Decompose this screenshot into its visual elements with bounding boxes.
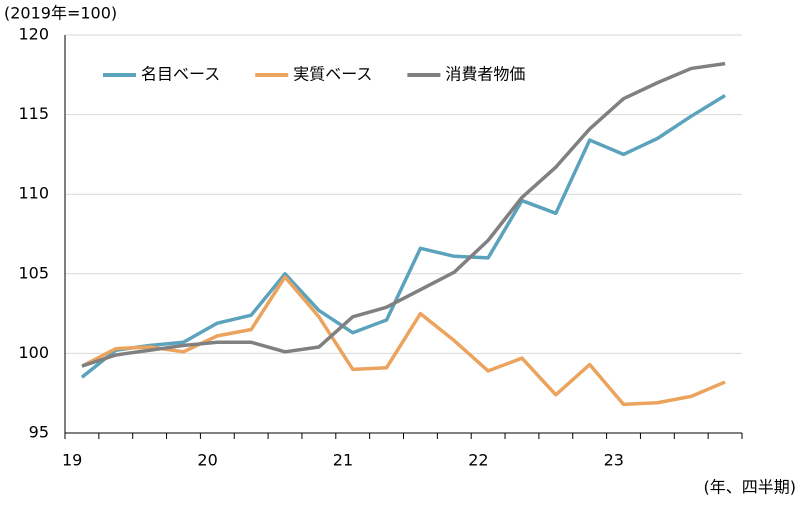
legend-label: 実質ベース	[293, 65, 372, 84]
x-tick-label: 20	[197, 451, 217, 470]
legend-label: 名目ベース	[141, 65, 220, 84]
y-tick-label: 95	[29, 423, 49, 442]
x-tick-label: 22	[468, 451, 488, 470]
x-unit-label: (年、四半期)	[704, 478, 797, 497]
series-line	[81, 275, 726, 407]
y-tick-label: 115	[18, 104, 49, 123]
y-tick-label: 110	[18, 184, 49, 203]
series-line	[80, 94, 726, 379]
y-tick-label: 120	[18, 25, 49, 44]
x-tick-label: 21	[333, 451, 353, 470]
x-tick-label: 23	[604, 451, 624, 470]
y-tick-label: 100	[18, 343, 49, 362]
y-unit-label: (2019年=100)	[4, 4, 117, 23]
x-tick-label: 19	[62, 451, 82, 470]
series-line	[81, 61, 726, 368]
legend-label: 消費者物価	[445, 65, 525, 84]
y-tick-label: 105	[18, 263, 49, 282]
